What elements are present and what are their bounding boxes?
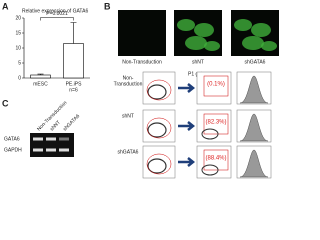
gate xyxy=(146,117,172,139)
gate xyxy=(146,153,172,175)
percent: (0.1%) xyxy=(207,82,225,88)
fluorescence-image xyxy=(118,10,166,56)
figure: A B C Relative expression of GATA6 0 5 10 1… xyxy=(2,1,279,179)
scatter-cloud xyxy=(201,128,219,140)
cell xyxy=(251,23,271,37)
y-tick-label: 15 xyxy=(15,30,21,36)
scatter-cloud xyxy=(147,122,167,138)
y-tick-label: 0 xyxy=(18,75,21,81)
arrow xyxy=(178,157,196,167)
histogram-curve xyxy=(239,149,269,178)
cell xyxy=(185,36,207,50)
scatter-cloud xyxy=(201,164,219,176)
y-tick-label: 5 xyxy=(18,60,21,66)
band xyxy=(46,137,56,141)
n-label: n=6 xyxy=(69,87,78,93)
histogram-curve xyxy=(239,113,269,142)
significance-bracket xyxy=(40,17,74,21)
cell xyxy=(242,36,264,50)
x-tick-label: mESC xyxy=(33,81,48,87)
y-tick-label: 20 xyxy=(15,15,21,21)
band xyxy=(59,148,69,152)
gate-box xyxy=(203,113,229,135)
error-bar xyxy=(37,73,44,75)
percent: (88.4%) xyxy=(205,156,226,162)
cell xyxy=(194,23,214,37)
row-label: shGATA6 xyxy=(118,149,139,155)
bar xyxy=(63,43,84,79)
gate-label: P1 gate xyxy=(188,71,205,77)
arrow xyxy=(178,83,196,93)
cell xyxy=(234,19,252,31)
percent: (82.3%) xyxy=(205,120,226,126)
arrow xyxy=(178,121,196,131)
scatter-cloud xyxy=(147,158,167,174)
band xyxy=(46,148,56,152)
row-label: shNT xyxy=(122,113,134,119)
band xyxy=(59,137,69,141)
gate xyxy=(146,79,172,101)
band xyxy=(33,137,43,141)
error-bar xyxy=(70,22,77,44)
row-label: Non- xyxy=(123,75,134,81)
row-label: GATA6 xyxy=(4,136,20,142)
scatter-plot xyxy=(196,109,232,143)
row-label: GAPDH xyxy=(4,147,22,153)
image-label: shNT xyxy=(192,59,204,65)
gate-box xyxy=(203,149,229,171)
chart-title: Relative expression of GATA6 xyxy=(22,8,88,14)
row-label: Transduction xyxy=(114,81,143,87)
cell xyxy=(204,41,220,51)
panel-label: B xyxy=(104,1,111,11)
panel-label: A xyxy=(2,1,9,11)
gel xyxy=(30,133,74,157)
cell xyxy=(261,41,277,51)
p-value: P=0.0021 xyxy=(46,11,68,17)
cell xyxy=(177,19,195,31)
lane-label: shGATA6 xyxy=(62,113,81,132)
image-label: shGATA6 xyxy=(245,59,266,65)
gate-box xyxy=(203,75,229,97)
scatter-plot xyxy=(142,145,176,179)
x-tick-label: PE.iPS xyxy=(66,81,83,87)
scatter-plot xyxy=(196,71,232,105)
panel-label: C xyxy=(2,98,9,108)
y-tick-label: 10 xyxy=(15,45,21,51)
band xyxy=(33,148,43,152)
bar xyxy=(30,74,51,79)
scatter-cloud xyxy=(147,84,167,100)
scatter-plot xyxy=(196,145,232,179)
image-label: Non-Transduction xyxy=(122,59,162,65)
histogram-curve xyxy=(239,75,269,104)
